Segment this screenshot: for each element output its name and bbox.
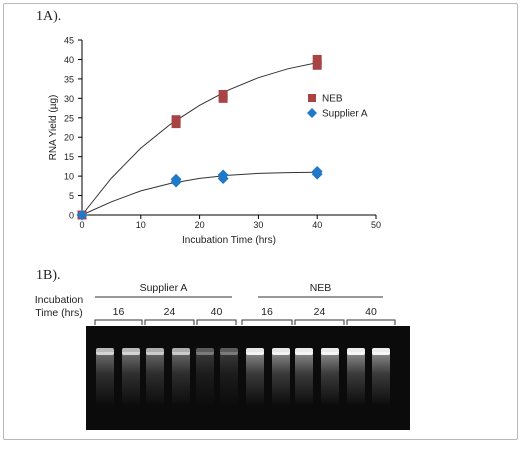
gel-lane-band	[321, 348, 339, 355]
gel-group-label: NEB	[310, 282, 332, 294]
gel-lane-band	[272, 348, 290, 355]
gel-time-bracket	[294, 319, 345, 325]
data-point-neb	[218, 89, 228, 99]
data-point-neb	[312, 60, 322, 70]
y-tick-label: 25	[64, 113, 74, 123]
x-tick-label: 40	[312, 220, 322, 230]
x-tick-label: 30	[253, 220, 263, 230]
gel-time-label: 16	[261, 306, 273, 318]
gel-lane-band	[122, 348, 140, 355]
gel-time-label: 24	[164, 306, 176, 318]
y-tick-label: 5	[69, 191, 74, 201]
y-tick-label: 35	[64, 74, 74, 84]
legend-marker-neb	[308, 94, 316, 102]
gel-lane-smear	[372, 352, 390, 406]
gel-time-label: 40	[365, 306, 377, 318]
legend-label: Supplier A	[322, 109, 368, 120]
gel-lane-band	[96, 348, 114, 355]
gel-lane-band	[246, 348, 264, 355]
gel-time-bracket	[144, 319, 195, 325]
y-tick-label: 40	[64, 55, 74, 65]
gel-lane-band	[220, 348, 238, 355]
data-point-neb	[171, 115, 181, 125]
gel-time-bracket	[94, 319, 143, 325]
x-tick-label: 0	[79, 220, 84, 230]
gel-lane-smear	[122, 352, 140, 406]
gel-time-bracket	[241, 319, 293, 325]
gel-lane-smear	[220, 352, 238, 406]
gel-lane-band	[295, 348, 313, 355]
gel-lane-smear	[272, 352, 290, 406]
x-tick-label: 10	[136, 220, 146, 230]
trend-curve	[81, 171, 318, 216]
x-axis-label: Incubation Time (hrs)	[182, 235, 276, 246]
legend-marker-supplier-a	[307, 108, 317, 118]
x-tick-label: 20	[195, 220, 205, 230]
gel-lane-smear	[295, 352, 313, 406]
gel-time-label: 24	[314, 306, 326, 318]
rna-yield-chart: 0 5 10 15 20 25 30 35 40 45 0 10 20 30 40 50 Incubation …	[48, 36, 381, 247]
data-point-neb	[312, 54, 322, 64]
gel-time-label: 16	[113, 306, 125, 318]
y-tick-label: 45	[64, 36, 74, 46]
panel-b-label: 1B).	[36, 268, 61, 283]
gel-lane-smear	[146, 352, 164, 406]
gel-lane-smear	[321, 352, 339, 406]
y-axis-label: RNA Yield (µg)	[48, 95, 59, 161]
gel-time-bracket	[346, 319, 396, 325]
gel-lane-smear	[347, 352, 365, 406]
gel-lane-band	[146, 348, 164, 355]
gel-lane-smear	[172, 352, 190, 406]
y-tick-label: 0	[69, 211, 74, 221]
data-point-supplier-a	[311, 165, 323, 177]
trend-curve	[81, 62, 318, 216]
data-point-supplier-a	[170, 173, 182, 185]
gel-time-label: 40	[211, 306, 223, 318]
y-tick-label: 10	[64, 172, 74, 182]
gel-lane-band	[372, 348, 390, 355]
x-tick-label: 50	[371, 220, 381, 230]
gel-group-label: Supplier A	[140, 282, 188, 294]
gel-row-label-line1: Incubation	[35, 294, 84, 306]
gel-lane-band	[172, 348, 190, 355]
gel-lane-smear	[196, 352, 214, 406]
y-tick-label: 30	[64, 94, 74, 104]
data-point-supplier-a	[217, 169, 229, 181]
gel-time-bracket	[196, 319, 237, 325]
gel-lane-band	[347, 348, 365, 355]
legend-label: NEB	[322, 94, 343, 105]
y-tick-label: 15	[64, 152, 74, 162]
data-point-supplier-a	[76, 209, 88, 221]
y-tick-label: 20	[64, 133, 74, 143]
panel-a-label: 1A).	[36, 9, 62, 24]
gel-lane-smear	[96, 352, 114, 406]
gel-lane-band	[196, 348, 214, 355]
gel-row-label-line2: Time (hrs)	[35, 307, 82, 319]
gel-lane-smear	[246, 352, 264, 406]
